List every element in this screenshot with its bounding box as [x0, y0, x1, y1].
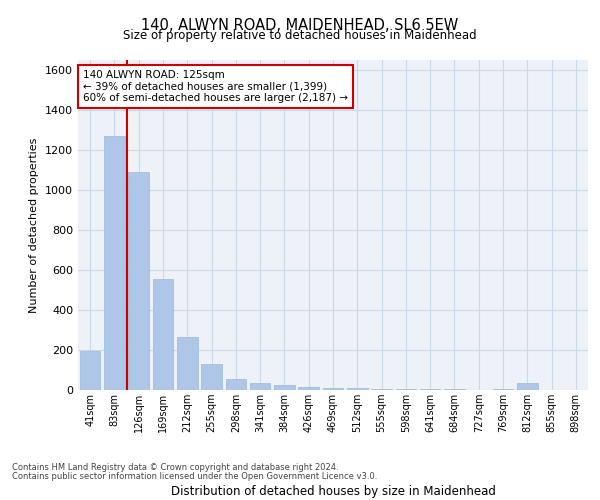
Text: Size of property relative to detached houses in Maidenhead: Size of property relative to detached ho… [123, 28, 477, 42]
Bar [371, 389, 392, 390]
Y-axis label: Number of detached properties: Number of detached properties [29, 138, 40, 312]
Bar [298, 387, 319, 390]
Text: Contains public sector information licensed under the Open Government Licence v3: Contains public sector information licen… [12, 472, 377, 481]
Bar [226, 379, 246, 390]
Bar [517, 383, 538, 390]
Bar [104, 136, 125, 390]
Bar [323, 388, 343, 390]
Text: Contains HM Land Registry data © Crown copyright and database right 2024.: Contains HM Land Registry data © Crown c… [12, 464, 338, 472]
Bar [250, 383, 271, 390]
Bar [80, 351, 100, 390]
Bar [177, 337, 197, 390]
Text: 140 ALWYN ROAD: 125sqm
← 39% of detached houses are smaller (1,399)
60% of semi-: 140 ALWYN ROAD: 125sqm ← 39% of detached… [83, 70, 348, 103]
Bar [201, 364, 222, 390]
Text: Distribution of detached houses by size in Maidenhead: Distribution of detached houses by size … [170, 484, 496, 498]
Text: 140, ALWYN ROAD, MAIDENHEAD, SL6 5EW: 140, ALWYN ROAD, MAIDENHEAD, SL6 5EW [142, 18, 458, 32]
Bar [128, 172, 149, 390]
Bar [347, 388, 368, 390]
Bar [152, 279, 173, 390]
Bar [420, 389, 440, 390]
Bar [274, 385, 295, 390]
Bar [395, 389, 416, 390]
